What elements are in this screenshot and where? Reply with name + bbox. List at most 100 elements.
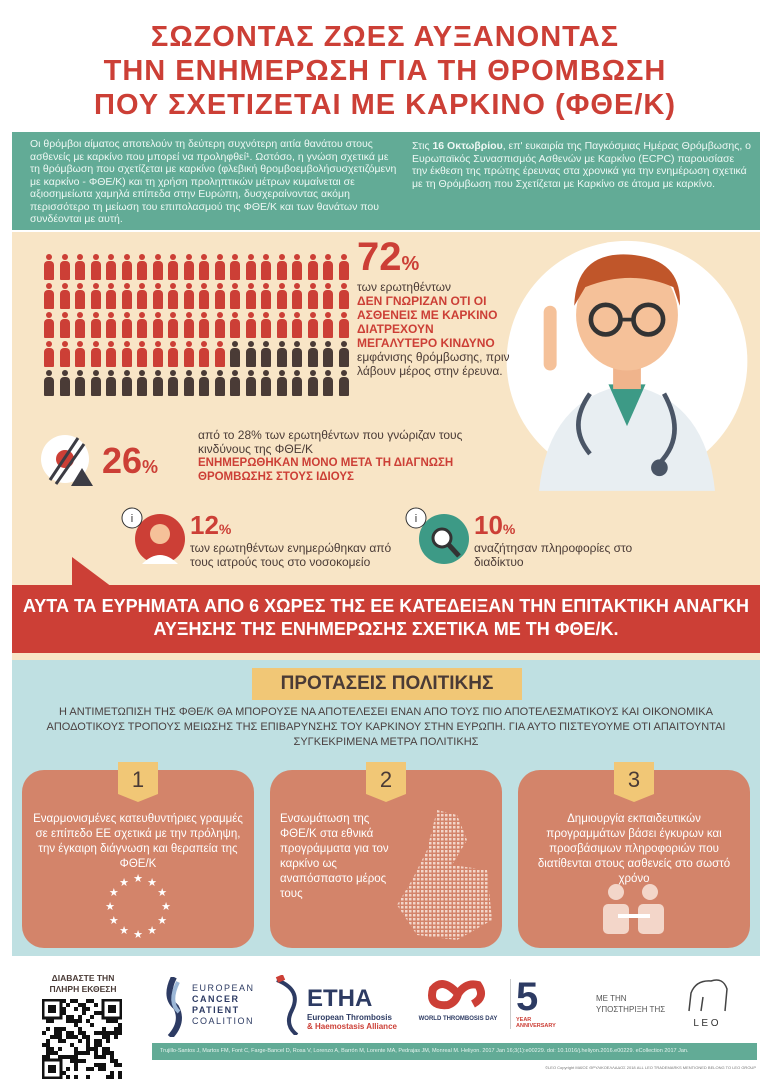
person-icon [321,254,335,280]
doctor-illustration [506,240,748,491]
person-icon [337,254,351,280]
person-icon [89,370,103,396]
svg-text:i: i [131,513,133,525]
person-icon [244,312,258,338]
person-icon [321,341,335,367]
person-icon [151,341,165,367]
person-icon [337,312,351,338]
person-icon [135,341,149,367]
person-icon [58,283,72,309]
person-icon [151,370,165,396]
stat-pct: % [401,253,420,275]
person-icon [337,370,351,396]
person-icon [213,370,227,396]
page-title: ΣΩΖΟΝΤΑΣ ΖΩΕΣ ΑΥΞΑΝΟΝΤΑΣ ΤΗΝ ΕΝΗΜΕΡΩΣΗ Γ… [0,20,770,122]
person-icon [73,283,87,309]
star-icon: ★ [147,877,157,889]
person-icon [259,341,273,367]
etha-sub: European Thrombosis [307,1013,392,1022]
stat-text: των ερωτηθέντων ενημερώθηκαν από τους ια… [190,541,392,569]
policy-card-3: 3 Δημιουργία εκπαιδευτικών προγραμμάτων … [518,762,750,948]
stat-value: 72 [357,235,402,279]
findings-banner: ΑΥΤΑ ΤΑ ΕΥΡΗΜΑΤΑ ΑΠΟ 6 ΧΩΡΕΣ ΤΗΣ ΕΕ ΚΑΤΕ… [12,585,760,653]
star-icon: ★ [105,901,115,913]
person-icon [182,312,196,338]
stat-26-text: από το 28% των ερωτηθέντων που γνώριζαν … [198,428,483,484]
divider [510,979,511,1029]
person-icon [42,370,56,396]
etha-sub: & Haemostasis Alliance [307,1022,397,1031]
person-icon [135,254,149,280]
qr-code[interactable] [42,999,122,1079]
card-number: 1 [118,762,158,802]
person-icon [89,254,103,280]
card-number: 2 [366,762,406,802]
person-icon [73,370,87,396]
copyright: ©LEO Copyright ΜΑΪΟΣ ΘΡΥΛΙΚΟΕΛΛΑΔΟΣ 2018… [545,1065,756,1070]
person-icon [306,254,320,280]
person-icon [182,254,196,280]
star-icon: ★ [157,915,167,927]
person-icon [73,254,87,280]
person-icon [135,312,149,338]
support-text: ΜΕ ΤΗΝ ΥΠΟΣΤΗΡΙΞΗ ΤΗΣ [596,994,666,1014]
person-icon [89,341,103,367]
policy-intro: Η ΑΝΤΙΜΕΤΩΠΙΣΗ ΤΗΣ ΦΘΕ/Κ ΘΑ ΜΠΟΡΟΥΣΕ ΝΑ … [46,706,726,748]
person-icon [166,341,180,367]
person-icon [58,254,72,280]
title-line: ΠΟΥ ΣΧΕΤΙΖΕΤΑΙ ΜΕ ΚΑΡΚΙΝΟ (ΦΘΕ/Κ) [94,89,676,121]
stat-26: 26% [102,440,158,482]
person-icon [120,283,134,309]
etha-logo: ETHA European Thrombosis & Haemostasis A… [272,975,397,1035]
etha-name: ETHA [307,985,373,1012]
person-icon [213,341,227,367]
europe-map-icon [397,810,492,940]
person-icon [58,312,72,338]
person-icon [182,370,196,396]
intro-right: Στις 16 Οκτωβρίου, επ' ευκαιρία της Παγκ… [412,140,752,190]
person-icon [337,283,351,309]
svg-text:i: i [415,513,417,525]
stat-10: 10% αναζήτησαν πληροφορίες στο διαδίκτυο [474,510,644,569]
person-icon [197,312,211,338]
policy-title: ΠΡΟΤΑΣΕΙΣ ΠΟΛΙΤΙΚΗΣ [252,668,522,700]
intro-text: Στις [412,140,433,152]
people-grid [42,254,352,396]
person-icon [259,283,273,309]
person-icon [244,370,258,396]
person-icon [275,341,289,367]
star-icon: ★ [147,925,157,937]
person-icon [290,283,304,309]
person-icon [290,341,304,367]
person-icon [89,312,103,338]
person-icon [135,370,149,396]
star-icon: ★ [119,925,129,937]
stat-text: αναζήτησαν πληροφορίες στο διαδίκτυο [474,541,633,569]
person-icon [228,370,242,396]
person-icon [275,254,289,280]
doctor-info-icon: i [120,506,185,571]
stat-value: 12 [190,510,219,540]
ecpc-logo: EUROPEAN CANCER PATIENT COALITION [162,977,255,1037]
person-icon [259,254,273,280]
person-icon [104,312,118,338]
consultation-icon [603,884,664,934]
person-icon [58,341,72,367]
card-text: Ενσωμάτωση της ΦΘΕ/Κ στα εθνικά προγράμμ… [280,813,389,900]
person-icon [89,283,103,309]
person-icon [182,283,196,309]
person-icon [244,254,258,280]
ecpc-text: COALITION [192,1016,255,1026]
star-icon: ★ [119,877,129,889]
ecpc-text: CANCER [192,994,240,1004]
person-icon [120,254,134,280]
star-icon: ★ [133,873,143,885]
star-icon: ★ [109,887,119,899]
intro-panel: Οι θρόμβοι αίματος αποτελούν τη δεύτερη … [12,132,760,230]
person-icon [151,312,165,338]
qr-label: ΔΙΑΒΑΣΤΕ ΤΗΝ ΠΛΗΡΗ ΕΚΘΕΣΗ [49,973,117,994]
card-text: Δημιουργία εκπαιδευτικών προγραμμάτων βά… [537,813,731,885]
person-icon [306,312,320,338]
person-icon [120,312,134,338]
policy-card-1: 1 Εναρμονισμένες κατευθυντήριες γραμμές … [22,762,254,948]
